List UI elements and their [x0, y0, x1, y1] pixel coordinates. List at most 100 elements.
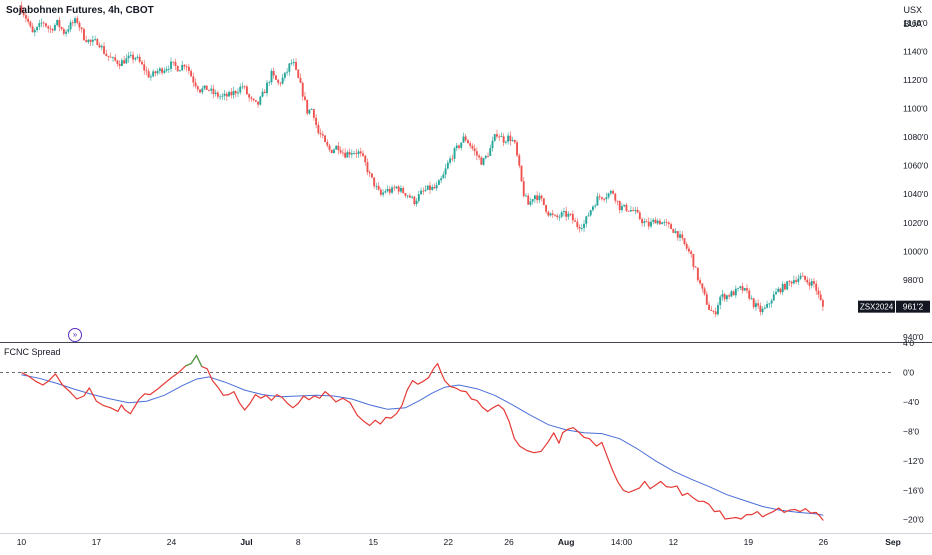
candle-body — [587, 215, 590, 217]
candle — [710, 305, 713, 312]
candle — [449, 155, 452, 165]
candle-body — [350, 153, 353, 155]
candle-body — [330, 149, 333, 153]
candle-body — [712, 310, 715, 312]
candle — [91, 35, 94, 46]
candle-body — [792, 280, 795, 284]
candle — [58, 16, 61, 32]
candle-body — [571, 214, 574, 221]
candle-body — [40, 22, 43, 24]
candle — [665, 218, 668, 227]
candle-body — [629, 210, 632, 212]
candle-body — [208, 89, 210, 91]
candle-body — [529, 201, 532, 205]
candle-body — [335, 145, 338, 150]
candle-body — [411, 196, 414, 198]
candle-body — [658, 220, 661, 225]
candle — [192, 72, 195, 87]
candle-body — [109, 56, 112, 58]
candle — [455, 142, 458, 152]
candle-body — [511, 140, 514, 141]
candle — [453, 146, 456, 163]
candle — [252, 98, 255, 102]
candle-body — [339, 150, 342, 153]
candle-body — [29, 21, 32, 27]
candle-body — [161, 68, 164, 73]
candle-body — [466, 140, 469, 144]
candle — [359, 147, 362, 157]
candle-body — [478, 155, 481, 158]
candle — [498, 134, 501, 141]
candle — [290, 59, 293, 66]
candle — [283, 72, 286, 81]
candle — [761, 306, 764, 315]
candle-body — [475, 151, 478, 156]
candle — [301, 81, 304, 101]
candle — [355, 149, 358, 158]
candle-body — [719, 296, 722, 305]
candle-body — [775, 291, 777, 295]
candle-body — [455, 145, 458, 149]
candle-body — [444, 168, 447, 175]
spread-y-tick-label: −12'0 — [903, 456, 924, 466]
candle-body — [770, 300, 773, 304]
candle-body — [163, 70, 166, 73]
candle-body — [279, 82, 282, 84]
candle — [607, 192, 610, 200]
candle — [257, 101, 260, 108]
candle-body — [491, 140, 494, 149]
candle — [288, 63, 291, 76]
candle — [406, 195, 409, 199]
candle-body — [509, 135, 512, 141]
candle — [437, 178, 440, 185]
candle-body — [20, 5, 23, 13]
candle — [47, 25, 50, 33]
candle-body — [429, 185, 431, 190]
candle-body — [33, 30, 36, 33]
candle — [813, 278, 815, 288]
time-x-tick-label: 17 — [92, 537, 102, 547]
candle-body — [178, 70, 181, 72]
candle — [426, 185, 429, 191]
candle-body — [676, 231, 679, 238]
candle — [460, 142, 463, 151]
candle-body — [625, 204, 628, 211]
candle-body — [598, 196, 601, 198]
candle-body — [681, 234, 684, 239]
candle — [516, 140, 518, 158]
candle — [96, 37, 99, 46]
candle — [31, 23, 34, 33]
candle — [775, 288, 777, 295]
candle-body — [91, 39, 94, 42]
candle — [156, 68, 159, 76]
candle — [558, 214, 561, 222]
candle — [705, 291, 708, 306]
candle — [411, 195, 414, 199]
candle — [491, 136, 494, 152]
candle-body — [47, 26, 50, 29]
candle — [319, 128, 322, 138]
candle-body — [292, 62, 295, 64]
candle-body — [386, 188, 389, 192]
replay-icon[interactable]: » — [68, 328, 82, 342]
candle-body — [560, 212, 563, 217]
candle-body — [308, 109, 311, 114]
candle — [562, 207, 565, 217]
candle-body — [516, 142, 518, 156]
candle-body — [149, 76, 152, 78]
candle-body — [748, 290, 751, 299]
candle-body — [105, 53, 108, 56]
candle — [732, 290, 735, 296]
candle-body — [754, 303, 757, 308]
candle — [618, 200, 621, 214]
candle-body — [480, 157, 483, 165]
candle — [341, 148, 344, 157]
candle — [594, 203, 597, 209]
candle — [391, 184, 393, 195]
candle-body — [192, 76, 195, 83]
candle — [819, 290, 822, 301]
candle — [125, 54, 128, 64]
candle-body — [632, 210, 635, 211]
candle — [569, 212, 572, 217]
